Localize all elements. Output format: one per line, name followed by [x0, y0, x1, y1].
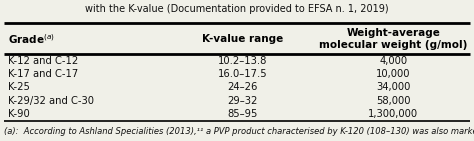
Text: 24–26: 24–26 — [228, 82, 258, 92]
Text: K-25: K-25 — [8, 82, 29, 92]
Text: K-90: K-90 — [8, 109, 29, 119]
Text: 10.2–13.8: 10.2–13.8 — [218, 56, 267, 66]
Text: 4,000: 4,000 — [379, 56, 407, 66]
Text: K-value range: K-value range — [202, 34, 283, 44]
Text: with the K-value (Documentation provided to EFSA n. 1, 2019): with the K-value (Documentation provided… — [85, 4, 389, 14]
Text: 16.0–17.5: 16.0–17.5 — [218, 69, 268, 79]
Text: 58,000: 58,000 — [376, 96, 410, 106]
Text: 10,000: 10,000 — [376, 69, 410, 79]
Text: 85–95: 85–95 — [228, 109, 258, 119]
Text: (a):  According to Ashland Specialities (2013),¹¹ a PVP product characterised by: (a): According to Ashland Specialities (… — [4, 127, 474, 136]
Text: K-17 and C-17: K-17 and C-17 — [8, 69, 78, 79]
Text: 29–32: 29–32 — [228, 96, 258, 106]
Text: K-12 and C-12: K-12 and C-12 — [8, 56, 78, 66]
Text: 1,300,000: 1,300,000 — [368, 109, 419, 119]
Text: Weight-average
molecular weight (g/mol): Weight-average molecular weight (g/mol) — [319, 28, 467, 50]
Text: Grade$^{(a)}$: Grade$^{(a)}$ — [8, 32, 54, 46]
Text: 34,000: 34,000 — [376, 82, 410, 92]
Text: K-29/32 and C-30: K-29/32 and C-30 — [8, 96, 93, 106]
